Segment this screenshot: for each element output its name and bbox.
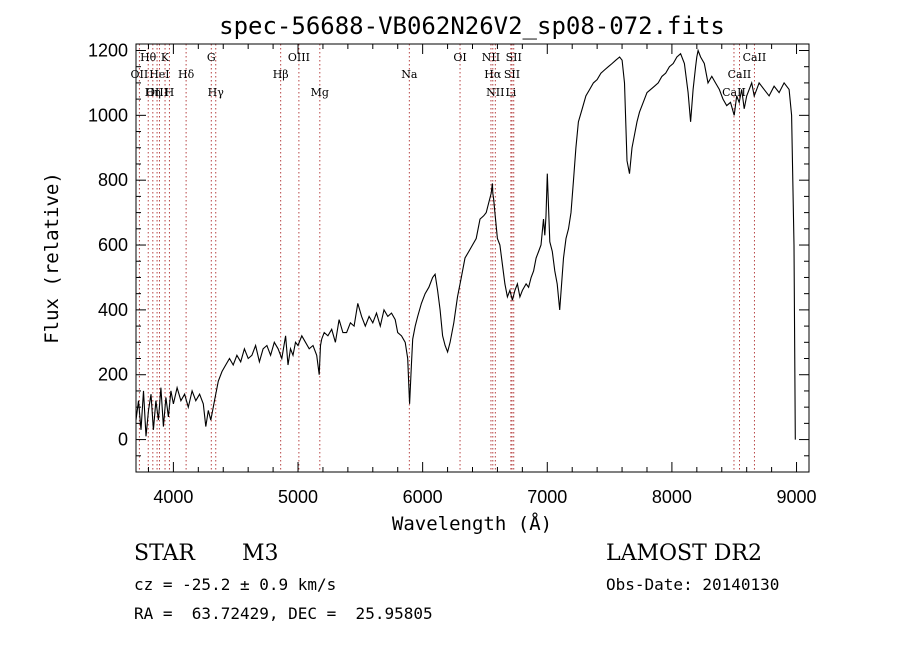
line-label: Hη [145,86,161,99]
y-tick-label: 200 [98,365,128,385]
x-tick-label: 5000 [278,487,318,507]
y-tick-label: 0 [118,430,128,450]
x-tick-label: 4000 [153,487,193,507]
x-tick-label: 7000 [527,487,567,507]
line-label: CaII [722,86,746,99]
y-axis-label: Flux (relative) [41,172,63,344]
survey-name: LAMOST DR2 [606,541,762,566]
line-label: Li [505,86,516,99]
object-subclass: M3 [242,541,279,566]
y-axis: 0 200 400 600 800 1000 1200 [88,40,809,457]
line-label: CaII [743,51,767,64]
line-label: H [165,86,175,99]
line-label: K [161,51,170,64]
line-label: Mg [311,86,329,99]
x-tick-label: 6000 [403,487,443,507]
x-axis: 4000 5000 6000 7000 8000 9000 [147,44,817,507]
line-label: HeI [149,68,169,81]
x-tick-label: 8000 [652,487,692,507]
obs-date: Obs-Date: 20140130 [606,575,779,594]
line-label: OII [131,68,149,81]
y-tick-label: 600 [98,235,128,255]
y-tick-label: 800 [98,170,128,190]
spectrum-line [135,48,796,440]
chart-title: spec-56688-VB062N26V2_sp08-072.fits [219,12,725,40]
line-label: SII [504,68,520,81]
line-label: G [207,51,216,64]
line-label: SII [506,51,522,64]
velocity-readout: cz = -25.2 ± 0.9 km/s [134,575,336,594]
y-tick-label: 400 [98,300,128,320]
line-label: Na [401,68,418,81]
line-label: CaII [728,68,752,81]
x-tick-label: 9000 [777,487,817,507]
line-label: Hγ [208,86,225,99]
y-tick-label: 1200 [88,40,128,60]
line-label: OI [453,51,466,64]
spectral-line-markers [138,44,755,472]
line-label: Hα [484,68,502,81]
object-class: STAR [134,541,196,566]
line-label: NII [486,86,504,99]
line-label: OIII [146,86,168,99]
y-tick-label: 1000 [88,105,128,125]
coordinates: RA = 63.72429, DEC = 25.95805 [134,604,433,623]
line-label: NII [482,51,500,64]
line-label: Hθ [140,51,157,64]
line-label: OIII [288,51,310,64]
x-axis-label: Wavelength (Å) [392,512,552,535]
plot-frame [135,43,810,473]
line-label: Hβ [273,68,289,81]
line-label: Hδ [178,68,195,81]
